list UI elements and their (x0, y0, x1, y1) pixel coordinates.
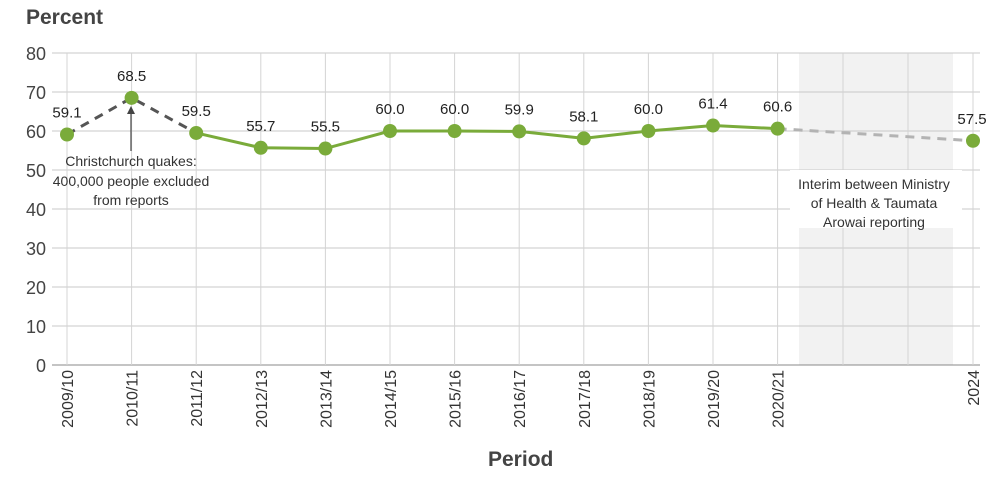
data-point-2018/19 (641, 124, 656, 138)
y-tick-label-30: 30 (26, 239, 46, 259)
data-label-2024: 57.5 (957, 111, 986, 128)
quake-annotation-line-3: from reports (93, 192, 168, 208)
y-axis-title: Percent (26, 6, 104, 29)
y-tick-label-0: 0 (36, 356, 46, 376)
x-tick-label-2018/19: 2018/19 (641, 370, 658, 428)
x-tick-label-2017/18: 2017/18 (577, 370, 594, 428)
data-label-2014/15: 60.0 (375, 101, 404, 118)
data-label-2018/19: 60.0 (634, 101, 663, 118)
y-tick-label-40: 40 (26, 200, 46, 220)
series-line (195, 124, 778, 151)
interim-annotation-line-2: of Health & Taumata (811, 195, 938, 211)
quake-annotation-line-1: Christchurch quakes: (65, 153, 197, 169)
data-point-2014/15 (383, 124, 397, 138)
x-tick-label-2012/13: 2012/13 (254, 370, 271, 428)
data-point-2019/20 (706, 118, 720, 133)
y-tick-label-70: 70 (26, 83, 46, 103)
x-tick-label-2013/14: 2013/14 (318, 370, 335, 428)
data-label-2009/10: 59.1 (52, 105, 81, 122)
data-label-2010/11: 68.5 (117, 68, 146, 85)
data-point-2012/13 (253, 140, 268, 155)
x-tick-label-2014/15: 2014/15 (383, 370, 400, 428)
data-label-2020/21: 60.6 (763, 99, 792, 116)
data-label-2016/17: 59.9 (505, 101, 534, 118)
data-label-2017/18: 58.1 (569, 108, 598, 125)
data-point-2011/12 (189, 125, 204, 140)
series-line-interim-dashed (777, 127, 974, 143)
y-tick-label-80: 80 (26, 44, 46, 64)
data-point-2020/21 (770, 121, 785, 136)
x-tick-label-2020/21: 2020/21 (771, 370, 788, 428)
data-point-2024 (966, 133, 980, 148)
interim-annotation-line-1: Interim between Ministry (798, 176, 950, 192)
y-tick-label-10: 10 (26, 317, 46, 337)
y-tick-label-60: 60 (26, 122, 46, 142)
x-tick-label-2015/16: 2015/16 (448, 370, 465, 428)
series-line-quakes-dashed (66, 96, 197, 136)
y-tick-label-20: 20 (26, 278, 46, 298)
data-point-2010/11 (124, 90, 139, 105)
x-tick-label-2024: 2024 (966, 370, 983, 406)
x-tick-label-2016/17: 2016/17 (512, 370, 529, 428)
data-point-2017/18 (576, 131, 591, 146)
data-label-2015/16: 60.0 (440, 101, 469, 118)
data-label-2011/12: 59.5 (182, 103, 211, 120)
data-point-2013/14 (318, 141, 333, 156)
data-label-2013/14: 55.5 (311, 119, 340, 136)
data-point-2015/16 (447, 124, 462, 138)
data-label-2012/13: 55.7 (246, 118, 275, 135)
quake-annotation-line-2: 400,000 people excluded (53, 173, 209, 189)
x-tick-label-2011/12: 2011/12 (189, 370, 206, 427)
data-point-2016/17 (512, 124, 527, 139)
interim-annotation-line-3: Arowai reporting (823, 214, 925, 230)
data-label-2019/20: 61.4 (698, 96, 727, 113)
data-point-2009/10 (60, 127, 74, 142)
quake-annotation-arrowhead (127, 106, 135, 114)
x-axis-title: Period (488, 448, 554, 471)
y-tick-label-50: 50 (26, 161, 46, 181)
interim-annotation-bg (790, 170, 962, 228)
x-tick-label-2010/11: 2010/11 (125, 370, 142, 427)
x-tick-label-2009/10: 2009/10 (60, 370, 77, 428)
x-tick-label-2019/20: 2019/20 (706, 370, 723, 428)
